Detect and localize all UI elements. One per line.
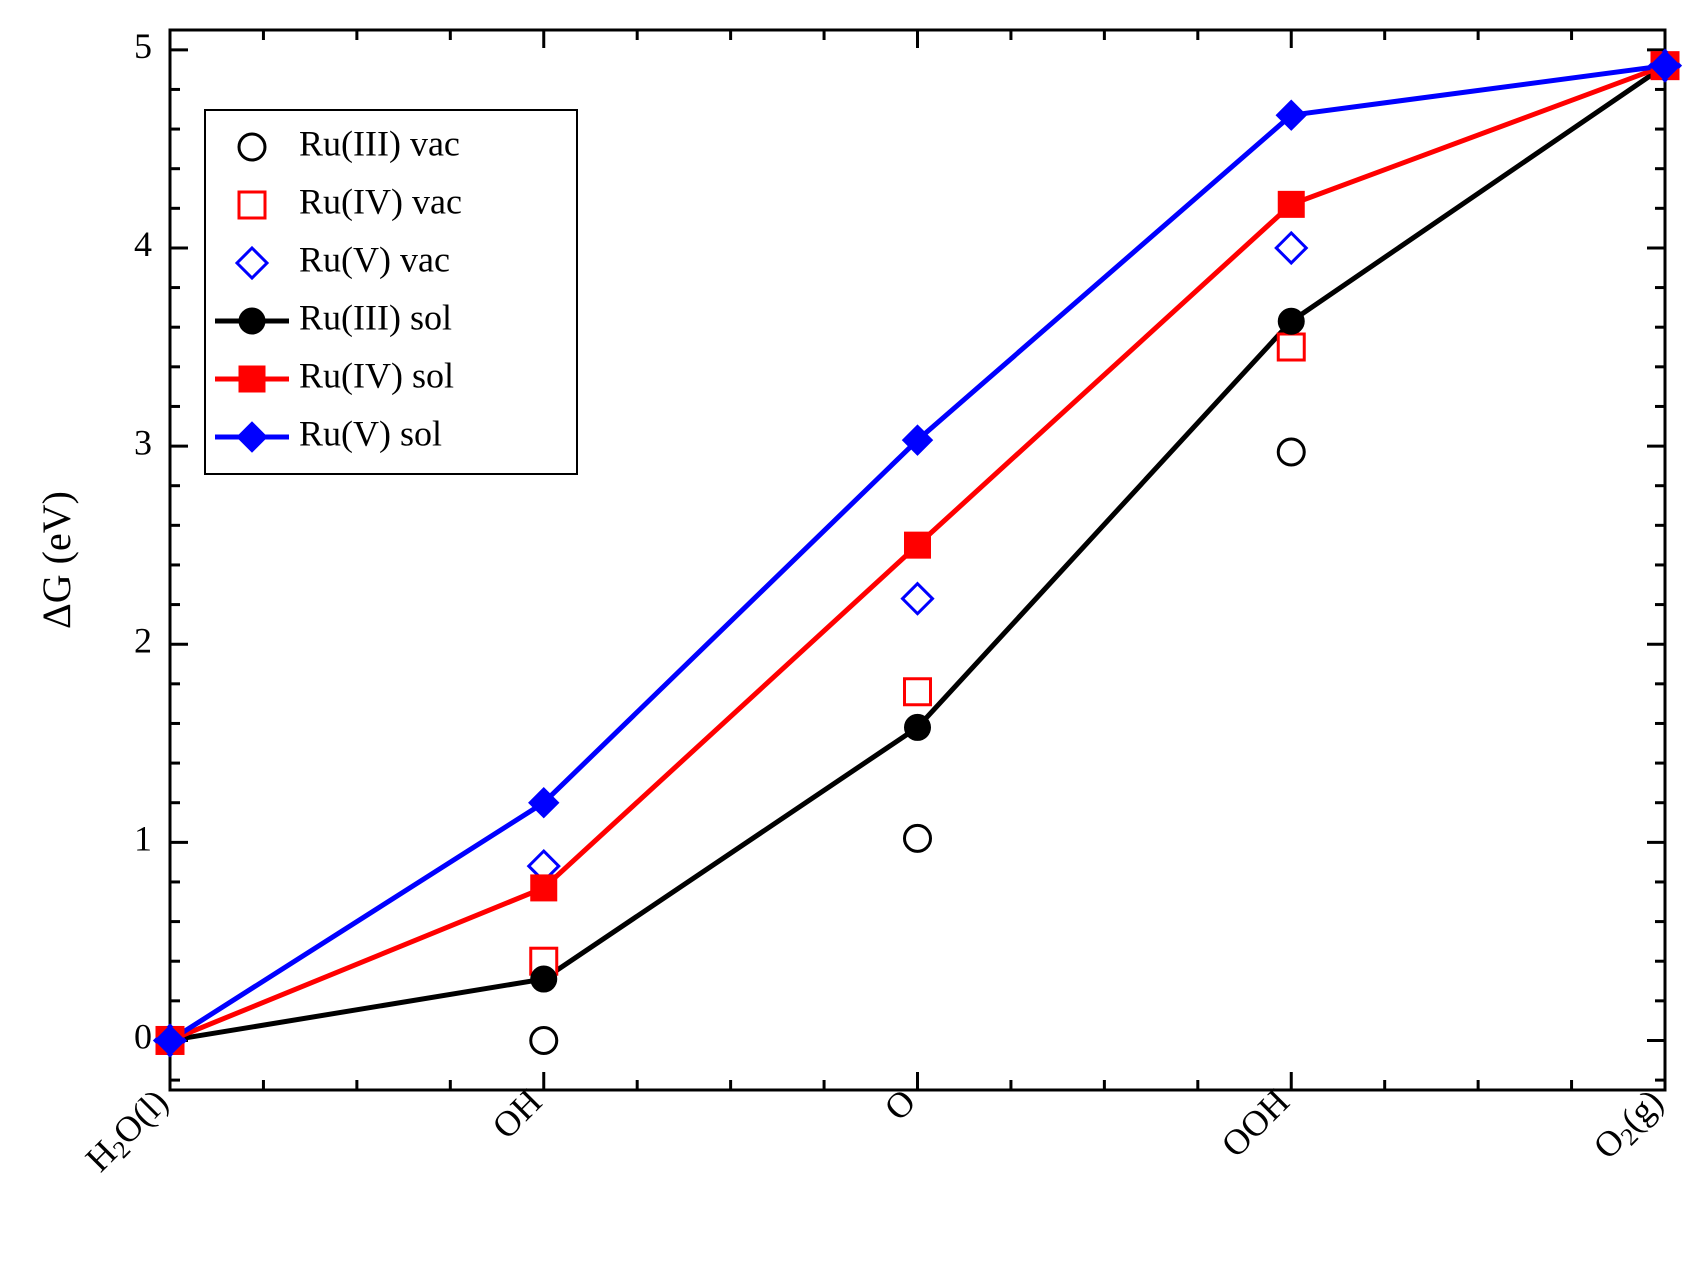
y-tick-label: 0 xyxy=(134,1017,152,1057)
y-tick-label: 1 xyxy=(134,819,152,859)
legend-label: Ru(III) vac xyxy=(299,123,460,163)
legend-label: Ru(III) sol xyxy=(299,297,452,337)
legend: Ru(III) vac Ru(IV) vac Ru(V) vac Ru(III) so… xyxy=(205,110,577,474)
free-energy-chart: 012345H2O(l)OHOOOHO2(g)ΔG (eV)Ru(III) va… xyxy=(0,0,1695,1273)
chart-container: 012345H2O(l)OHOOOHO2(g)ΔG (eV)Ru(III) va… xyxy=(0,0,1695,1273)
legend-label: Ru(V) sol xyxy=(299,413,442,453)
y-tick-label: 3 xyxy=(134,422,152,462)
y-axis-label: ΔG (eV) xyxy=(34,491,79,629)
y-tick-label: 2 xyxy=(134,620,152,660)
legend-label: Ru(IV) sol xyxy=(299,355,454,395)
y-tick-label: 4 xyxy=(134,224,152,264)
legend-label: Ru(V) vac xyxy=(299,239,450,279)
legend-label: Ru(IV) vac xyxy=(299,181,462,221)
y-tick-label: 5 xyxy=(134,26,152,66)
